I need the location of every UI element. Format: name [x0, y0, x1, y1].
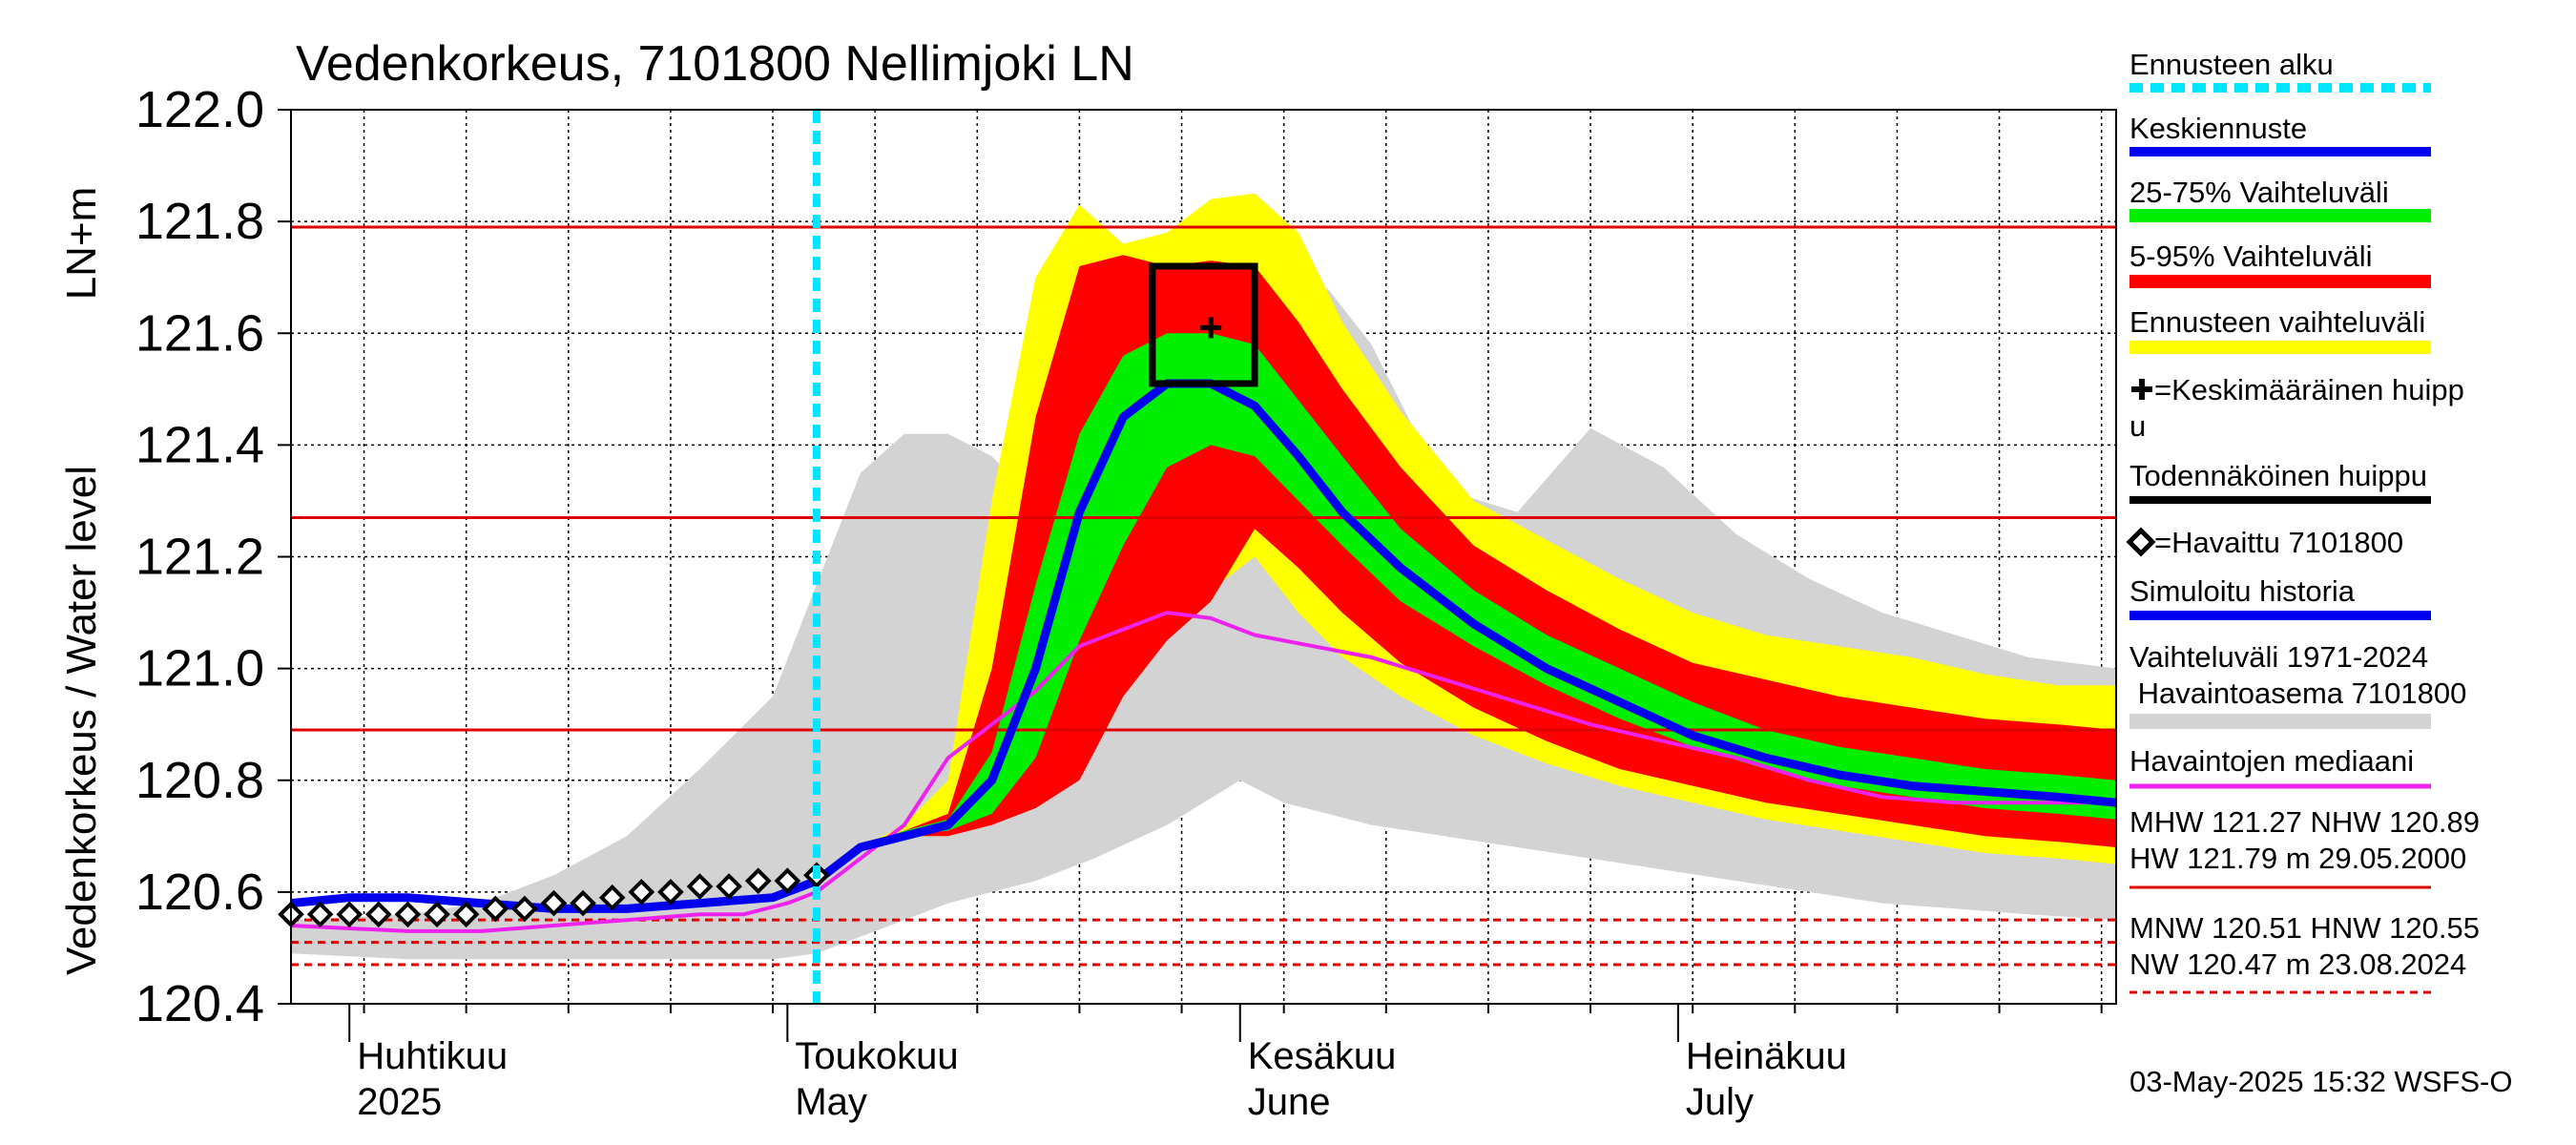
observed-point: [570, 889, 596, 917]
x-month-label: Heinäkuu: [1686, 1035, 1847, 1077]
observed-point: [540, 889, 568, 917]
legend-stats-high-2: HW 121.79 m 29.05.2000: [2129, 842, 2466, 875]
legend-stats-high-1: MHW 121.27 NHW 120.89: [2129, 805, 2480, 839]
observed-point: [628, 879, 655, 906]
chart-title: Vedenkorkeus, 7101800 Nellimjoki LN: [296, 36, 1134, 92]
observed-point: [657, 879, 684, 906]
observed-point: [598, 884, 626, 911]
reference-lines: [291, 225, 2116, 967]
y-tick-label: 121.8: [135, 193, 264, 250]
y-tick-label: 120.8: [135, 752, 264, 809]
legend-median-label: Havaintojen mediaani: [2129, 744, 2414, 778]
x-month-label: Huhtikuu: [357, 1035, 508, 1077]
timestamp: 03-May-2025 15:32 WSFS-O: [2129, 1065, 2512, 1098]
plot-axes: 120.4 120.6 120.8 121.0 121.2 121.4 121.6 121.8…: [135, 81, 2117, 1123]
band-25-75-vaihteluv-li: [816, 333, 2116, 882]
observed-point: [452, 901, 480, 928]
legend-hist-range-label-2: Havaintoasema 7101800: [2129, 677, 2466, 710]
legend-simulated-label: Simuloitu historia: [2129, 574, 2356, 608]
observed-point: [336, 901, 364, 928]
observed-point: [686, 873, 714, 900]
y-tick-label: 121.2: [135, 529, 264, 586]
y-tick-label: 122.0: [135, 81, 264, 138]
legend-mean-peak-icon: [2131, 379, 2152, 400]
line-havaintojen-mediaani: [290, 611, 2116, 933]
observed-point: [511, 895, 538, 923]
x-month-label: Toukokuu: [795, 1035, 958, 1077]
legend-stats-low-1: MNW 120.51 HNW 120.55: [2129, 911, 2480, 945]
legend: Ennusteen alku Keskiennuste 25-75% Vaiht…: [2126, 48, 2512, 1098]
legend-hist-range-label: Vaihteluväli 1971-2024: [2129, 640, 2428, 674]
y-tick-label: 121.6: [135, 304, 264, 362]
observed-point: [774, 867, 801, 894]
x-month-sublabel: June: [1248, 1081, 1331, 1123]
legend-forecast-start-label: Ennusteen alku: [2129, 48, 2334, 81]
legend-forecast-range-label: Ennusteen vaihteluväli: [2129, 305, 2425, 339]
x-month-sublabel: July: [1686, 1081, 1754, 1123]
y-tick-label: 121.0: [135, 640, 264, 697]
y-tick-label: 120.6: [135, 864, 264, 921]
legend-range-5-95-label: 5-95% Vaihteluväli: [2129, 239, 2372, 273]
x-month-label: Kesäkuu: [1248, 1035, 1397, 1077]
legend-probable-peak-label: Todennäköinen huippu: [2129, 459, 2427, 492]
legend-stats-low-2: NW 120.47 m 23.08.2024: [2129, 947, 2466, 981]
legend-mean-peak-label-wrap: u: [2129, 409, 2146, 443]
y-axis-unit-label: LN+m: [58, 187, 105, 301]
legend-mean-peak-label: =Keskimääräinen huipp: [2154, 373, 2464, 406]
observed-point: [394, 901, 422, 928]
legend-range-25-75-label: 25-75% Vaihteluväli: [2129, 176, 2389, 209]
y-tick-label: 121.4: [135, 416, 264, 473]
observed-point: [716, 873, 742, 900]
y-axis-label: Vedenkorkeus / Water level: [58, 466, 105, 975]
observed-point: [424, 901, 450, 928]
y-tick-label: 120.4: [135, 975, 264, 1032]
observed-point: [364, 901, 392, 928]
peak-annotations: [1149, 262, 1258, 387]
probable-peak-box: [1149, 262, 1258, 387]
legend-observed-label: =Havaittu 7101800: [2154, 526, 2403, 559]
range-bands: [291, 193, 2116, 960]
x-month-sublabel: May: [795, 1081, 867, 1123]
legend-observed-icon: [2126, 527, 2156, 557]
observed-point: [744, 867, 772, 894]
observed-point: [482, 895, 509, 923]
legend-mean-forecast-label: Keskiennuste: [2129, 112, 2307, 145]
line-keskiennuste: [814, 379, 2117, 885]
observed-point: [306, 901, 334, 928]
x-month-sublabel: 2025: [357, 1081, 442, 1123]
